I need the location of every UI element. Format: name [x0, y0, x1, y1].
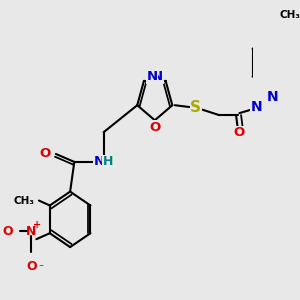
Text: N: N	[250, 100, 262, 114]
Text: H: H	[103, 155, 113, 168]
Text: N: N	[146, 70, 158, 83]
Text: CH₃: CH₃	[280, 10, 300, 20]
Text: +: +	[33, 220, 41, 230]
Text: N: N	[267, 90, 279, 104]
Text: S: S	[190, 100, 201, 115]
Text: CH₃: CH₃	[14, 196, 35, 206]
Text: N: N	[152, 70, 163, 83]
Text: N: N	[94, 155, 105, 168]
Text: O: O	[26, 260, 37, 273]
Text: N: N	[26, 225, 37, 238]
Text: O: O	[2, 225, 13, 238]
Text: O: O	[40, 148, 51, 160]
Text: O: O	[234, 127, 245, 140]
Text: O: O	[149, 121, 160, 134]
Text: ⁻: ⁻	[38, 263, 43, 273]
